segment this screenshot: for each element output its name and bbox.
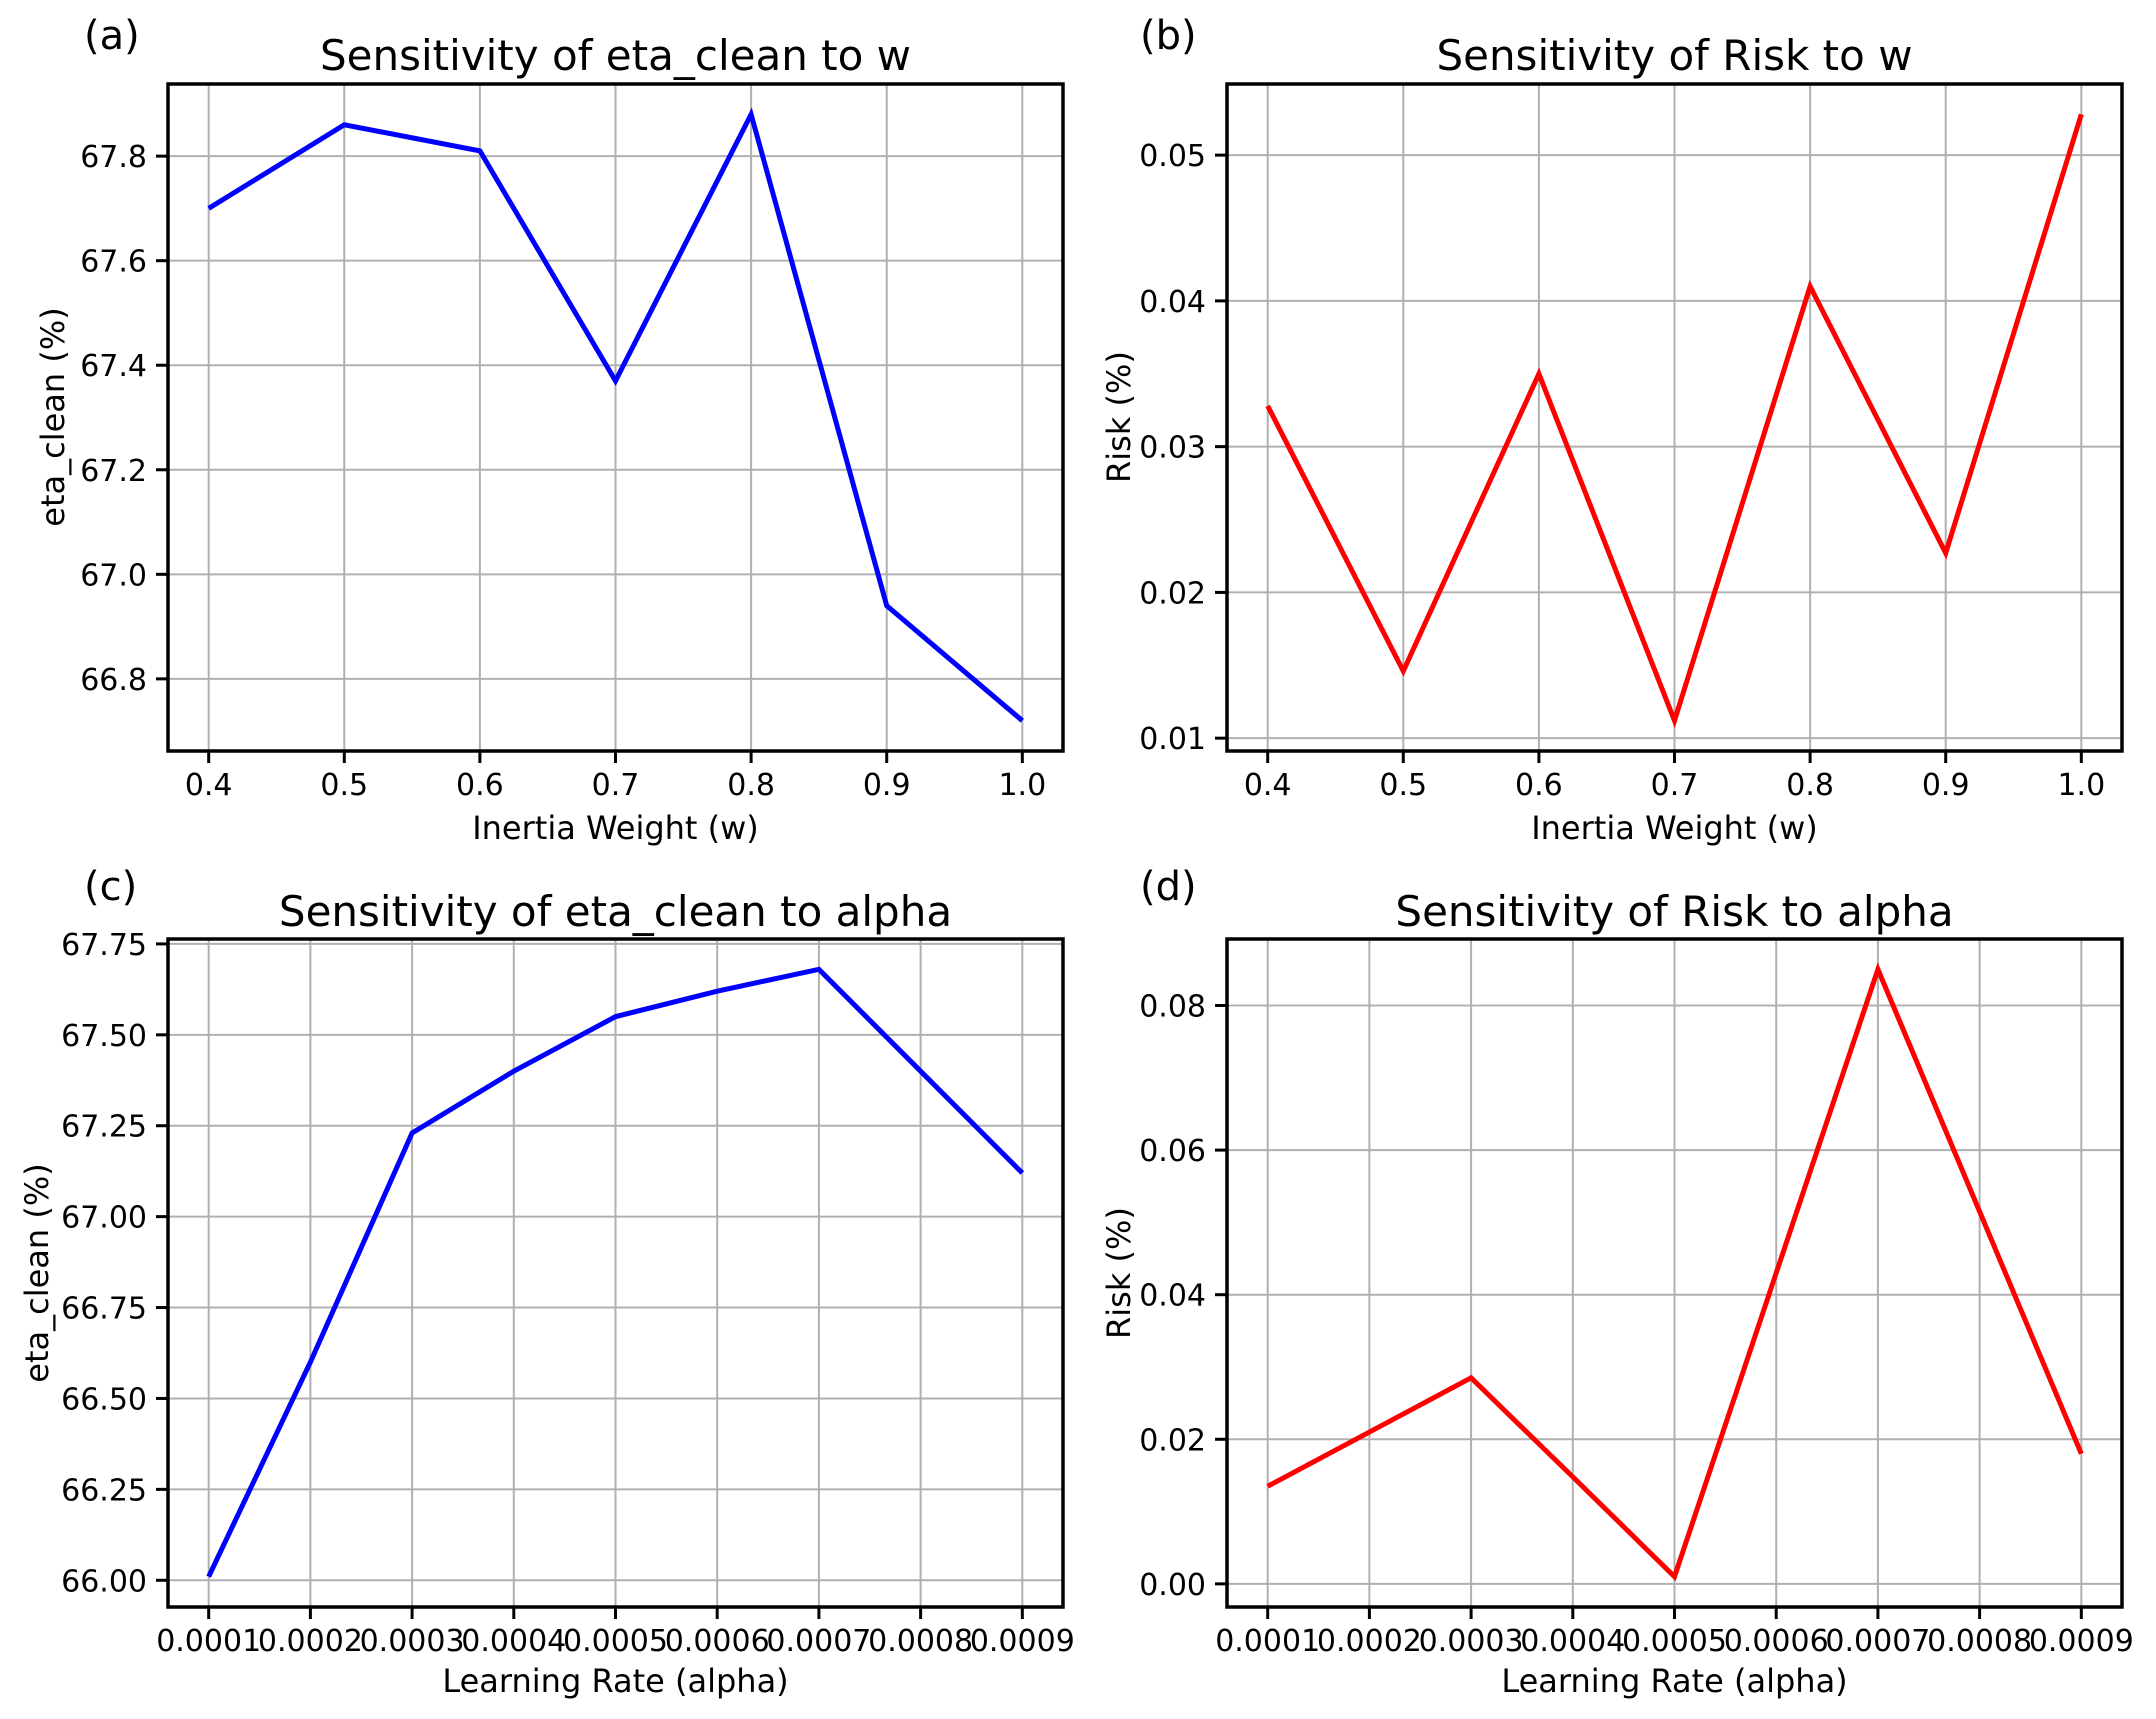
panel-label-b: (b) (1140, 13, 1197, 59)
y-tick-label: 0.06 (1139, 1134, 1206, 1169)
chart-title-a: Sensitivity of eta_clean to w (319, 31, 912, 80)
y-tick-label: 0.02 (1139, 1423, 1206, 1458)
y-tick-label: 66.75 (61, 1292, 147, 1327)
x-tick-label: 0.0007 (1825, 1624, 1930, 1659)
x-tick-label: 0.0006 (1724, 1624, 1829, 1659)
x-tick-label: 0.5 (1379, 768, 1427, 803)
y-tick-label: 66.8 (80, 663, 147, 698)
x-tick-label: 0.9 (863, 768, 911, 803)
x-tick-label: 0.0005 (1622, 1624, 1727, 1659)
y-tick-label: 67.8 (80, 140, 147, 175)
series-line (206, 966, 1025, 1578)
series-line (1266, 962, 2084, 1582)
chart-plot-b: 0.4 0.5 0.6 0.7 0.8 0.9 1.0 0.01 0.02 0.03 0.04 0.0… (1139, 82, 2124, 803)
y-tick-label: 67.4 (80, 349, 147, 384)
y-tick-label: 67.75 (61, 928, 147, 963)
y-tick-label: 67.25 (61, 1110, 147, 1145)
plot-border (166, 937, 1065, 1609)
plot-border (166, 82, 1065, 753)
chart-plot-d: 0.00010.00020.00030.00040.00050.00060.00… (1139, 937, 2134, 1659)
x-axis-label-a: Inertia Weight (w) (472, 809, 759, 847)
x-axis-label-b: Inertia Weight (w) (1531, 809, 1818, 847)
y-tick-label: 66.25 (61, 1473, 147, 1508)
y-tick-label: 0.04 (1139, 285, 1206, 320)
x-tick-label: 0.7 (1651, 768, 1699, 803)
panel-c: (c) Sensitivity of eta_clean to alpha et… (0, 860, 1078, 1719)
panel-label-c: (c) (84, 864, 138, 910)
panel-a: (a) Sensitivity of eta_clean to w eta_cl… (0, 0, 1078, 860)
y-tick-label: 0.08 (1139, 990, 1206, 1025)
y-tick-label: 0.00 (1139, 1568, 1206, 1603)
x-axis-label-c: Learning Rate (alpha) (442, 1662, 789, 1700)
chart-title-b: Sensitivity of Risk to w (1436, 31, 1913, 80)
y-tick-label: 67.00 (61, 1201, 147, 1236)
x-tick-label: 0.0007 (766, 1624, 871, 1659)
x-tick-label: 0.9 (1922, 768, 1970, 803)
x-tick-label: 0.0001 (156, 1624, 261, 1659)
chart-title-d: Sensitivity of Risk to alpha (1395, 887, 1954, 936)
x-tick-label: 1.0 (2057, 768, 2105, 803)
y-tick-label: 0.04 (1139, 1279, 1206, 1314)
x-tick-label: 0.0004 (1520, 1624, 1625, 1659)
x-tick-label: 0.8 (1786, 768, 1834, 803)
y-tick-label: 0.02 (1139, 576, 1206, 611)
panel-label-a: (a) (84, 13, 140, 59)
chart-plot-a: 0.4 0.5 0.6 0.7 0.8 0.9 1.0 66.8 67.0 67.2 67.4 67.… (80, 82, 1065, 803)
x-axis-label-d: Learning Rate (alpha) (1501, 1662, 1848, 1700)
x-tick-label: 0.0002 (258, 1624, 363, 1659)
panel-d: (d) Sensitivity of Risk to alpha Risk (%… (1078, 860, 2156, 1719)
x-tick-label: 0.0005 (563, 1624, 668, 1659)
x-tick-label: 0.5 (320, 768, 368, 803)
x-tick-label: 0.0008 (1927, 1624, 2032, 1659)
x-tick-label: 1.0 (998, 768, 1046, 803)
x-tick-label: 0.0003 (1419, 1624, 1524, 1659)
plot-border (1225, 937, 2124, 1609)
y-tick-label: 67.2 (80, 454, 147, 489)
x-tick-label: 0.4 (185, 768, 233, 803)
x-tick-label: 0.0002 (1317, 1624, 1422, 1659)
panel-b: (b) Sensitivity of Risk to w Risk (%) In… (1078, 0, 2156, 860)
panel-label-d: (d) (1140, 864, 1197, 910)
y-tick-label: 0.03 (1139, 431, 1206, 466)
y-tick-label: 0.05 (1139, 139, 1206, 174)
plot-border (1225, 82, 2124, 753)
x-tick-label: 0.6 (456, 768, 504, 803)
x-tick-label: 0.0009 (970, 1624, 1075, 1659)
y-tick-label: 67.50 (61, 1019, 147, 1054)
y-tick-label: 66.50 (61, 1382, 147, 1417)
series-line (1265, 113, 2084, 729)
x-tick-label: 0.4 (1244, 768, 1292, 803)
chart-plot-c: 0.00010.00020.00030.00040.00050.00060.00… (61, 928, 1075, 1659)
series-line (207, 107, 1024, 723)
x-tick-label: 0.0009 (2029, 1624, 2134, 1659)
x-tick-label: 0.0001 (1215, 1624, 1320, 1659)
y-tick-label: 67.0 (80, 558, 147, 593)
x-tick-label: 0.0004 (461, 1624, 566, 1659)
x-tick-label: 0.7 (592, 768, 640, 803)
chart-title-c: Sensitivity of eta_clean to alpha (278, 887, 953, 936)
x-tick-label: 0.0006 (665, 1624, 770, 1659)
x-tick-label: 0.8 (727, 768, 775, 803)
x-tick-label: 0.6 (1515, 768, 1563, 803)
y-tick-label: 0.01 (1139, 722, 1206, 757)
y-tick-label: 67.6 (80, 245, 147, 280)
y-tick-label: 66.00 (61, 1564, 147, 1599)
x-tick-label: 0.0003 (360, 1624, 465, 1659)
x-tick-label: 0.0008 (868, 1624, 973, 1659)
